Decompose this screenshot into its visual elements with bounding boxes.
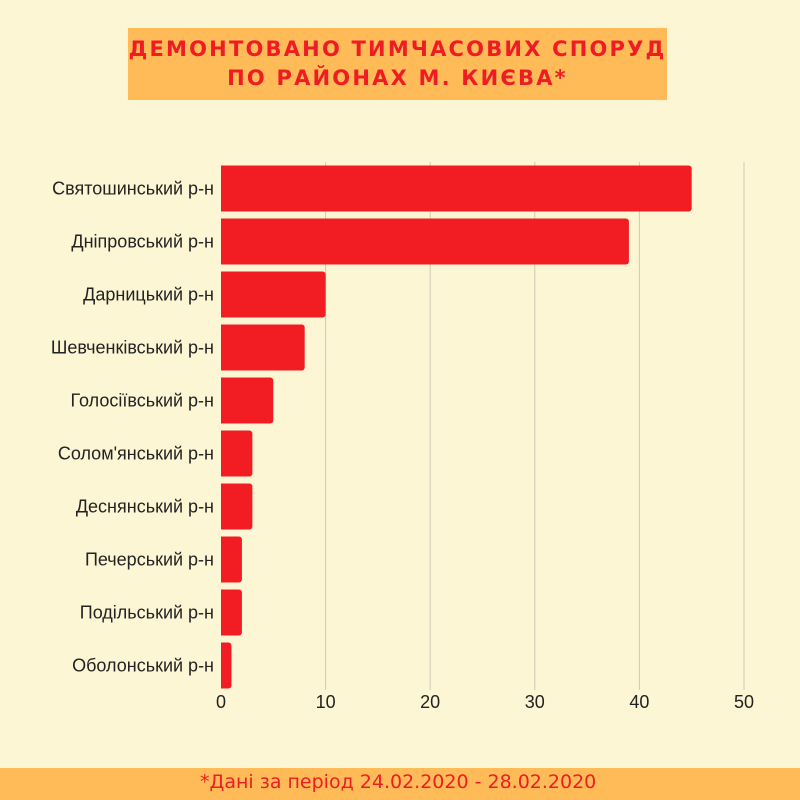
bar [221, 430, 253, 477]
bar [221, 642, 232, 689]
bar [221, 218, 629, 265]
bar [221, 324, 305, 371]
footer-note: *Дані за період 24.02.2020 - 28.02.2020 [0, 768, 800, 800]
category-label: Подільський р-н [80, 603, 214, 623]
title-line-2: ПО РАЙОНАХ М. КИЄВА* [227, 66, 568, 90]
x-tick-label: 50 [734, 692, 754, 712]
chart-title: ДЕМОНТОВАНО ТИМЧАСОВИХ СПОРУД ПО РАЙОНАХ… [128, 28, 667, 100]
x-tick-label: 30 [525, 692, 545, 712]
category-label: Дніпровський р-н [71, 232, 214, 252]
category-label: Оболонський р-н [72, 656, 214, 676]
bar [221, 271, 326, 318]
category-label: Святошинський р-н [52, 179, 214, 199]
category-label: Печерський р-н [85, 550, 214, 570]
category-label: Шевченківський р-н [51, 338, 214, 358]
bar [221, 165, 692, 212]
x-tick-label: 40 [629, 692, 649, 712]
category-label: Голосіївський р-н [70, 391, 214, 411]
x-tick-label: 20 [420, 692, 440, 712]
x-tick-label: 0 [216, 692, 226, 712]
bar [221, 589, 242, 636]
category-label: Дарницький р-н [83, 285, 214, 305]
bar [221, 483, 253, 530]
bar [220, 377, 274, 424]
bar [221, 536, 242, 583]
x-tick-label: 10 [316, 692, 336, 712]
footer-note-text: *Дані за період 24.02.2020 - 28.02.2020 [200, 771, 597, 793]
title-line-1: ДЕМОНТОВАНО ТИМЧАСОВИХ СПОРУД [128, 37, 667, 61]
category-label: Солом'янський р-н [58, 444, 214, 464]
category-label: Деснянський р-н [76, 497, 214, 517]
